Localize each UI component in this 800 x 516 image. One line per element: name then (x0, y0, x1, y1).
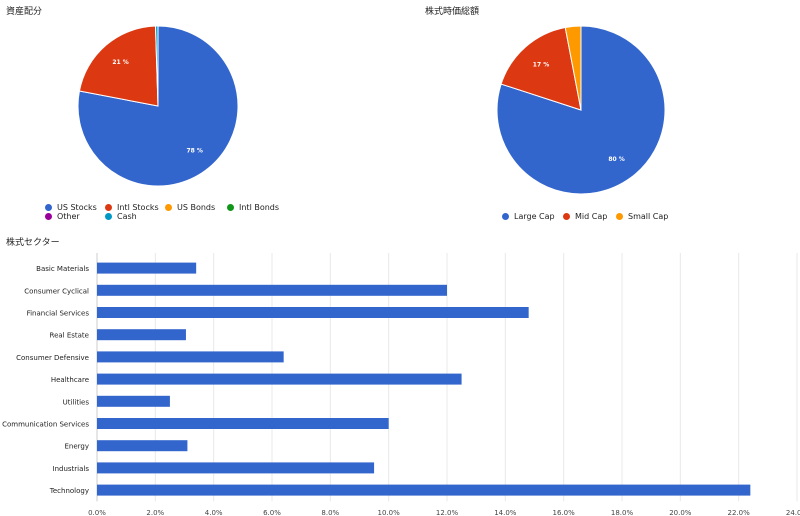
legend-swatch-mid-cap (563, 213, 570, 220)
legend-item-large-cap: Large Cap (502, 212, 555, 221)
legend-item-us-stocks: US Stocks (45, 203, 97, 212)
bar-healthcare (97, 373, 462, 385)
x-tick-label: 18.0% (611, 509, 634, 516)
category-label-healthcare: Healthcare (51, 376, 89, 384)
legend-label-small-cap: Small Cap (628, 212, 669, 221)
category-label-consumer-cyclical: Consumer Cyclical (24, 287, 89, 295)
legend-item-mid-cap: Mid Cap (563, 212, 607, 221)
category-label-basic-materials: Basic Materials (36, 265, 89, 273)
legend-label-large-cap: Large Cap (514, 212, 555, 221)
legend-item-intl-stocks: Intl Stocks (105, 203, 159, 212)
legend-item-cash: Cash (105, 212, 137, 221)
x-tick-label: 6.0% (263, 509, 281, 516)
legend-swatch-other (45, 213, 52, 220)
x-tick-label: 16.0% (553, 509, 576, 516)
bar-real-estate (97, 329, 186, 341)
legend-item-other: Other (45, 212, 80, 221)
pie-slice-small-cap (564, 25, 582, 111)
category-label-financial-services: Financial Services (27, 310, 90, 318)
stock-sector-title: 株式セクター (6, 238, 60, 248)
legend-label-intl-stocks: Intl Stocks (117, 203, 159, 212)
stock-sector-bar-chart: 0.0% 2.0% 4.0% 6.0% 8.0% 10.0% 12.0% 14.0% 16.0%… (2, 253, 800, 516)
category-label-technology: Technology (49, 487, 89, 495)
bar-energy (97, 440, 188, 452)
legend-label-cash: Cash (117, 212, 137, 221)
bar-utilities (97, 395, 170, 407)
category-label-communication-services: Communication Services (2, 421, 89, 429)
x-tick-label: 10.0% (378, 509, 401, 516)
category-label-industrials: Industrials (53, 465, 90, 473)
pie-data-label-large-cap: 80 % (608, 156, 624, 163)
legend-label-us-bonds: US Bonds (177, 203, 216, 212)
legend-item-small-cap: Small Cap (616, 212, 668, 221)
legend-label-other: Other (57, 212, 80, 221)
category-label-real-estate: Real Estate (50, 332, 89, 340)
x-tick-label: 0.0% (88, 509, 106, 516)
pie-data-label-mid-cap: 17 % (533, 62, 549, 69)
x-tick-label: 14.0% (494, 509, 517, 516)
pie-data-label-intl-stocks: 21 % (112, 59, 128, 66)
bar-basic-materials (97, 262, 197, 274)
pie-slice-intl-stocks (78, 25, 159, 107)
x-tick-label: 24.0% (786, 509, 800, 516)
market-cap-title: 株式時価総額 (425, 7, 480, 17)
legend-item-us-bonds: US Bonds (165, 203, 215, 212)
market-cap-pie-chart: 80 % 17 % (496, 25, 666, 195)
bar-financial-services (97, 307, 529, 318)
category-label-energy: Energy (64, 443, 89, 451)
category-label-consumer-defensive: Consumer Defensive (16, 354, 89, 362)
legend-label-us-stocks: US Stocks (57, 203, 97, 212)
legend-swatch-large-cap (502, 213, 509, 220)
legend-item-intl-bonds: Intl Bonds (227, 203, 279, 212)
x-tick-label: 8.0% (321, 509, 339, 516)
x-tick-label: 4.0% (205, 509, 223, 516)
x-tick-label: 12.0% (436, 509, 459, 516)
x-tick-label: 20.0% (669, 509, 692, 516)
legend-swatch-cash (105, 213, 112, 220)
bar-communication-services (97, 418, 389, 429)
bar-consumer-cyclical (97, 284, 447, 296)
bar-consumer-defensive (97, 351, 284, 363)
pie-data-label-us-stocks: 78 % (186, 147, 202, 154)
legend-swatch-intl-stocks (105, 204, 112, 211)
x-tick-label: 22.0% (728, 509, 751, 516)
asset-allocation-pie-chart: 78 % 21 % (77, 25, 239, 187)
x-tick-label: 2.0% (146, 509, 164, 516)
asset-allocation-title: 資産配分 (6, 7, 43, 17)
legend-swatch-us-stocks (45, 204, 52, 211)
legend-label-intl-bonds: Intl Bonds (239, 203, 280, 212)
pie-slice-mid-cap (500, 26, 582, 111)
legend-swatch-intl-bonds (227, 204, 234, 211)
legend-swatch-small-cap (616, 213, 623, 220)
legend-swatch-us-bonds (165, 204, 172, 211)
bar-technology (97, 484, 751, 496)
pie-slice-cash (154, 25, 159, 107)
category-label-utilities: Utilities (63, 398, 90, 406)
legend-label-mid-cap: Mid Cap (575, 212, 608, 221)
bar-industrials (97, 462, 375, 474)
